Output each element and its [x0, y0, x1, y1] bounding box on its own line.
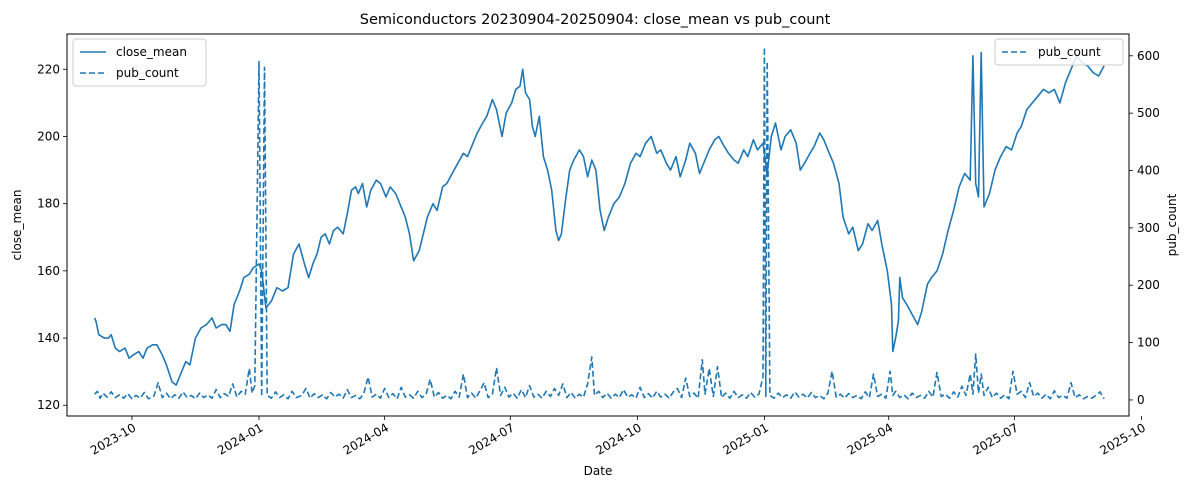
- plot-frame: [66, 33, 1130, 417]
- chart-title: Semiconductors 20230904-20250904: close_…: [360, 12, 831, 28]
- x-axis-label: Date: [584, 464, 613, 478]
- series-line-close-mean: [93, 51, 1105, 386]
- legend-left-frame: [72, 38, 207, 87]
- x-tick-label: 2024-10: [593, 420, 643, 457]
- left-y-tick-label: 160: [37, 264, 60, 278]
- series-line-pub-count: [94, 46, 1105, 400]
- legend-close-mean-label: close_mean: [116, 45, 187, 59]
- right-y-tick-label: 400: [1137, 164, 1160, 178]
- x-tick-label: 2025-01: [720, 420, 770, 457]
- legend-right-pub-count-label: pub_count: [1038, 45, 1101, 59]
- left-y-tick-label: 180: [37, 197, 60, 211]
- series-layer: [93, 46, 1105, 400]
- x-tick-label: 2024-07: [466, 420, 516, 457]
- x-tick-label: 2025-07: [970, 420, 1020, 457]
- right-y-tick-label: 200: [1137, 278, 1160, 292]
- plot-area: [66, 33, 1130, 417]
- legend-right: pub_count: [994, 38, 1124, 66]
- x-tick-label: 2023-10: [88, 420, 138, 457]
- right-y-tick-label: 600: [1137, 49, 1160, 63]
- legend-right-frame: [994, 38, 1124, 66]
- x-tick-label: 2024-01: [215, 420, 265, 457]
- right-y-tick-label: 300: [1137, 221, 1160, 235]
- right-y-axis-label: pub_count: [1165, 193, 1179, 256]
- x-tick-label: 2025-04: [845, 420, 895, 457]
- left-y-tick-label: 140: [37, 331, 60, 345]
- legend-pub-count-label: pub_count: [116, 66, 179, 80]
- left-y-tick-label: 220: [37, 62, 60, 76]
- right-y-tick-label: 500: [1137, 106, 1160, 120]
- left-y-axis-ticks: 120 140 160 180 200 220: [37, 62, 67, 412]
- right-y-tick-label: 0: [1137, 393, 1145, 407]
- left-y-tick-label: 200: [37, 129, 60, 143]
- legend-left: close_mean pub_count: [72, 38, 207, 87]
- left-y-axis-label: close_mean: [10, 190, 24, 261]
- x-tick-label: 2025-10: [1098, 420, 1148, 457]
- right-y-axis-ticks: 0 100 200 300 400 500 600: [1129, 49, 1160, 407]
- x-axis-ticks: 2023-10 2024-01 2024-04 2024-07 2024-10 2025-…: [88, 416, 1148, 458]
- right-y-tick-label: 100: [1137, 336, 1160, 350]
- left-y-tick-label: 120: [37, 398, 60, 412]
- x-tick-label: 2024-04: [341, 420, 391, 457]
